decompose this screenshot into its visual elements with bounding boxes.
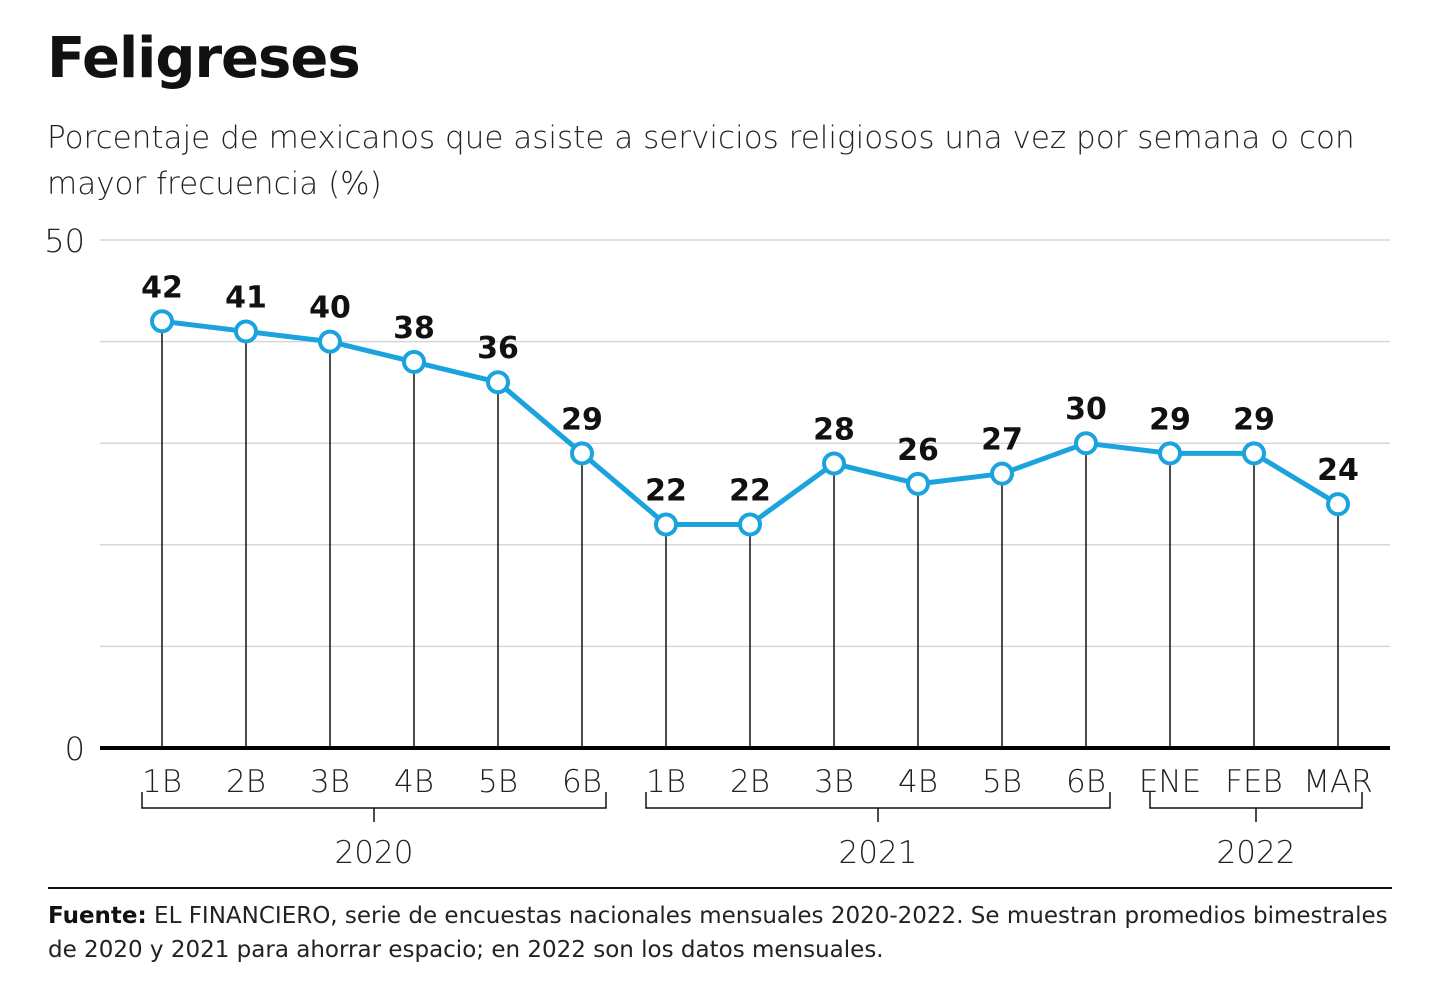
chart-subtitle: Porcentaje de mexicanos que asiste a ser… — [47, 120, 1355, 202]
x-tick-label: 1B — [646, 764, 686, 800]
data-label: 36 — [477, 331, 519, 366]
group-bracket — [141, 792, 607, 822]
data-label: 30 — [1065, 392, 1107, 427]
x-tick-label: ENE — [1139, 764, 1201, 800]
x-tick-label: 5B — [982, 764, 1022, 800]
group-label: 2022 — [1217, 835, 1296, 871]
data-label: 29 — [1149, 402, 1191, 437]
x-tick-label: 2B — [730, 764, 770, 800]
data-point — [822, 451, 846, 476]
x-tick-label: 1B — [142, 764, 182, 800]
group-bracket — [645, 792, 1111, 822]
x-tick-label: FEB — [1225, 764, 1283, 800]
data-label: 22 — [729, 473, 771, 508]
source-label: Fuente: — [48, 903, 147, 929]
data-label: 28 — [813, 413, 855, 448]
chart-title: Feligreses — [47, 26, 361, 91]
data-point — [738, 512, 762, 537]
data-point — [1158, 441, 1182, 466]
x-tick-label: MAR — [1303, 764, 1373, 800]
x-tick-label: 4B — [898, 764, 938, 800]
data-point — [570, 441, 594, 466]
y-tick-label: 0 — [65, 730, 85, 768]
source-text: EL FINANCIERO, serie de encuestas nacion… — [48, 903, 1388, 963]
data-point — [1242, 441, 1266, 466]
x-tick-label: 3B — [310, 764, 350, 800]
x-tick-label: 6B — [562, 764, 602, 800]
x-tick-label: 6B — [1066, 764, 1106, 800]
data-label: 38 — [393, 311, 435, 346]
footer-divider — [48, 887, 1392, 889]
x-tick-label: 4B — [394, 764, 434, 800]
data-point — [990, 461, 1014, 486]
data-label: 29 — [1233, 402, 1275, 437]
data-label: 27 — [981, 423, 1023, 458]
source-note: Fuente: EL FINANCIERO, serie de encuesta… — [48, 899, 1388, 967]
x-tick-label: 5B — [478, 764, 518, 800]
data-point — [402, 349, 426, 374]
data-label: 24 — [1317, 453, 1359, 488]
group-label: 2020 — [335, 835, 414, 871]
x-tick-label: 3B — [814, 764, 854, 800]
data-label: 40 — [309, 291, 351, 326]
data-label: 29 — [561, 402, 603, 437]
data-point — [150, 309, 174, 334]
data-label: 42 — [141, 270, 183, 305]
group-bracket — [1149, 792, 1363, 822]
data-label: 22 — [645, 473, 687, 508]
group-label: 2021 — [839, 835, 918, 871]
data-point — [1326, 492, 1350, 517]
data-point — [906, 471, 930, 496]
x-tick-label: 2B — [226, 764, 266, 800]
data-point — [654, 512, 678, 537]
data-label: 26 — [897, 433, 939, 468]
data-point — [318, 329, 342, 354]
data-point — [486, 370, 510, 395]
data-point — [1074, 431, 1098, 456]
y-tick-label: 50 — [44, 222, 85, 260]
data-label: 41 — [225, 280, 267, 315]
data-point — [234, 319, 258, 344]
